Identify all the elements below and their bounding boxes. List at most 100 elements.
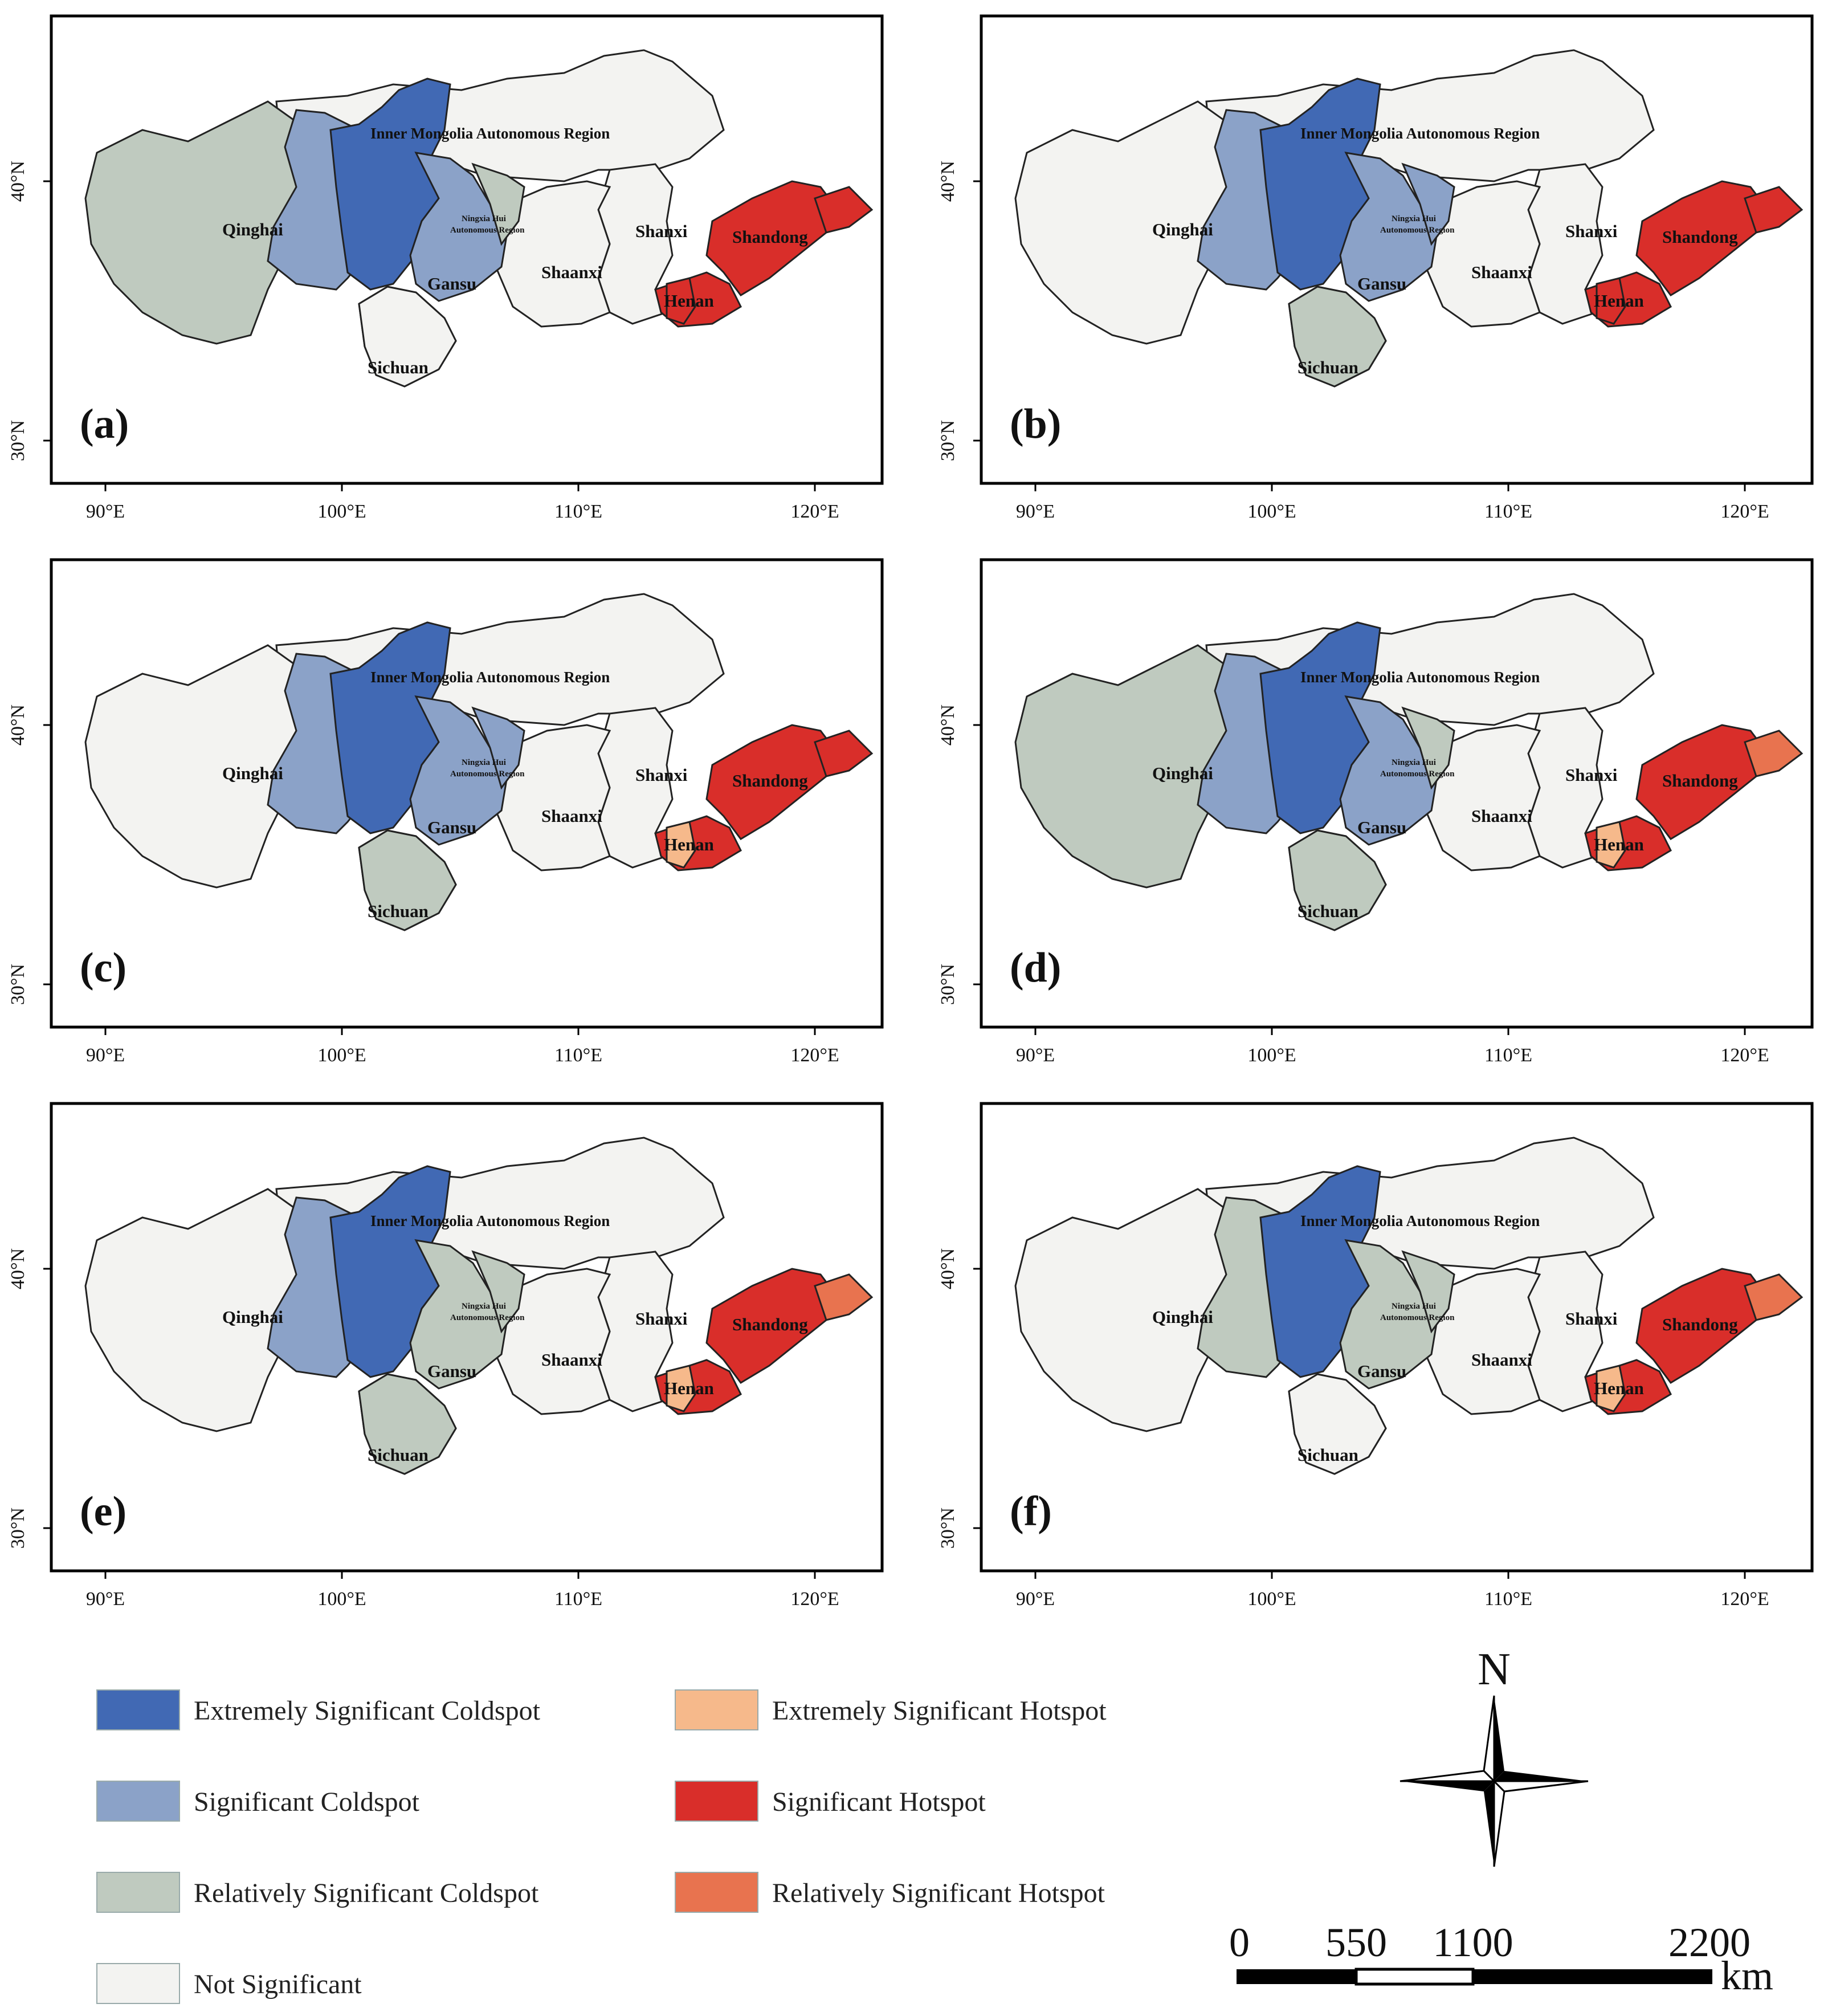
region-ningxia [1401,162,1455,246]
label-henan: Henan [664,291,714,311]
scale-tick-2200: 2200 [1668,1920,1751,1965]
legend-swatch [96,1781,180,1822]
panel-label: (f) [1010,1488,1052,1535]
region-qinghai [84,100,320,345]
label-shanxi: Shanxi [1565,1309,1618,1329]
lon-tick: 90°E [1016,1589,1055,1610]
region-ningxia [471,1250,525,1334]
label-shandong: Shandong [732,1314,808,1334]
label-sichuan: Sichuan [368,357,429,377]
region-henan-west [1596,821,1626,869]
lon-tick: 120°E [1720,501,1769,522]
panel-label: (b) [1010,401,1061,447]
lat-tick: 40°N [7,161,28,202]
label-inner-mongolia: Inner Mongolia Autonomous Region [370,125,610,142]
label-sichuan: Sichuan [368,1445,429,1465]
region-qinghai [1014,644,1250,889]
legend-swatch [675,1689,758,1730]
label-henan: Henan [664,834,714,854]
label-sichuan: Sichuan [1298,901,1358,921]
region-henan-west [666,277,696,325]
lon-tick: 90°E [1016,501,1055,522]
label-gansu: Gansu [1357,1361,1406,1381]
map-panel-c: Inner Mongolia Autonomous Region Qinghai G… [7,560,882,1066]
legend-label: Relatively Significant Hotspot [772,1878,1105,1908]
region-sichuan [358,286,457,388]
label-shaanxi: Shaanxi [1471,262,1532,282]
label-gansu: Gansu [1357,274,1406,294]
scale-tick-550: 550 [1325,1920,1387,1965]
region-shandong [705,1268,839,1384]
region-sichuan [1288,829,1387,931]
scale-bar: 0 550 1100 2200 km [1229,1920,1773,1998]
label-shanxi: Shanxi [635,1309,688,1329]
label-ningxia-1: Ningxia Hui [462,214,506,223]
legend-label: Extremely Significant Coldspot [194,1696,541,1726]
scale-unit: km [1721,1953,1773,1998]
legend-swatch [675,1872,758,1913]
label-ningxia-1: Ningxia Hui [1392,758,1436,767]
panel-label: (c) [80,944,127,991]
label-sichuan: Sichuan [368,901,429,921]
lon-tick: 100°E [1247,1045,1296,1066]
legend-swatch [675,1781,758,1822]
lon-tick: 100°E [317,501,366,522]
region-ningxia [1401,706,1455,790]
label-ningxia-2: Autonomous Region [1380,226,1455,235]
region-shandong-east [814,186,874,234]
region-shandong-east [1744,1273,1804,1321]
lon-tick: 120°E [790,501,839,522]
lat-tick: 40°N [937,1248,958,1289]
label-shandong: Shandong [732,227,808,247]
lat-tick: 40°N [937,704,958,746]
lat-tick: 30°N [7,420,28,461]
lon-tick: 110°E [554,1589,602,1610]
region-shandong [1635,724,1769,840]
label-inner-mongolia: Inner Mongolia Autonomous Region [1300,1212,1540,1229]
label-shandong: Shandong [1662,1314,1738,1334]
label-inner-mongolia: Inner Mongolia Autonomous Region [370,1212,610,1229]
region-shandong [1635,180,1769,296]
legend-label: Not Significant [194,1969,362,1999]
lon-tick: 110°E [554,1045,602,1066]
region-henan-west [666,1365,696,1412]
lon-tick: 120°E [790,1589,839,1610]
label-ningxia-2: Autonomous Region [450,769,525,779]
region-sichuan [1288,286,1387,388]
region-sichuan [358,1373,457,1475]
label-shaanxi: Shaanxi [1471,806,1532,826]
region-shandong-east [1744,730,1804,777]
label-inner-mongolia: Inner Mongolia Autonomous Region [1300,669,1540,686]
region-shandong [705,724,839,840]
region-gansu-east [409,152,508,302]
label-henan: Henan [1594,1378,1644,1398]
label-shaanxi: Shaanxi [541,262,602,282]
label-ningxia-1: Ningxia Hui [1392,1302,1436,1311]
lon-tick: 90°E [86,1589,125,1610]
lon-tick: 100°E [1247,1589,1296,1610]
region-henan-west [1596,1365,1626,1412]
map-panel-d: Inner Mongolia Autonomous Region Qinghai G… [937,560,1812,1066]
label-ningxia-1: Ningxia Hui [1392,214,1436,223]
lat-tick: 30°N [937,1508,958,1549]
map-panel-b: Inner Mongolia Autonomous Region Qinghai G… [937,16,1812,522]
lon-tick: 90°E [86,501,125,522]
lat-tick: 30°N [937,420,958,461]
panel-label: (d) [1010,944,1061,991]
lon-tick: 120°E [1720,1045,1769,1066]
label-qinghai: Qinghai [222,763,283,783]
panel-label: (a) [80,401,129,447]
region-qinghai [84,1188,320,1432]
region-henan-west [666,821,696,869]
lon-tick: 90°E [1016,1045,1055,1066]
lat-tick: 40°N [7,1248,28,1289]
map-panel-a: Inner Mongolia Autonomous Region Qinghai G… [7,16,882,522]
label-ningxia-1: Ningxia Hui [462,758,506,767]
region-gansu-east [409,695,508,846]
region-qinghai [84,644,320,889]
legend-label: Significant Coldspot [194,1787,420,1817]
region-ningxia [1401,1250,1455,1334]
lon-tick: 100°E [317,1045,366,1066]
region-gansu-east [1339,1239,1438,1390]
label-sichuan: Sichuan [1298,1445,1358,1465]
